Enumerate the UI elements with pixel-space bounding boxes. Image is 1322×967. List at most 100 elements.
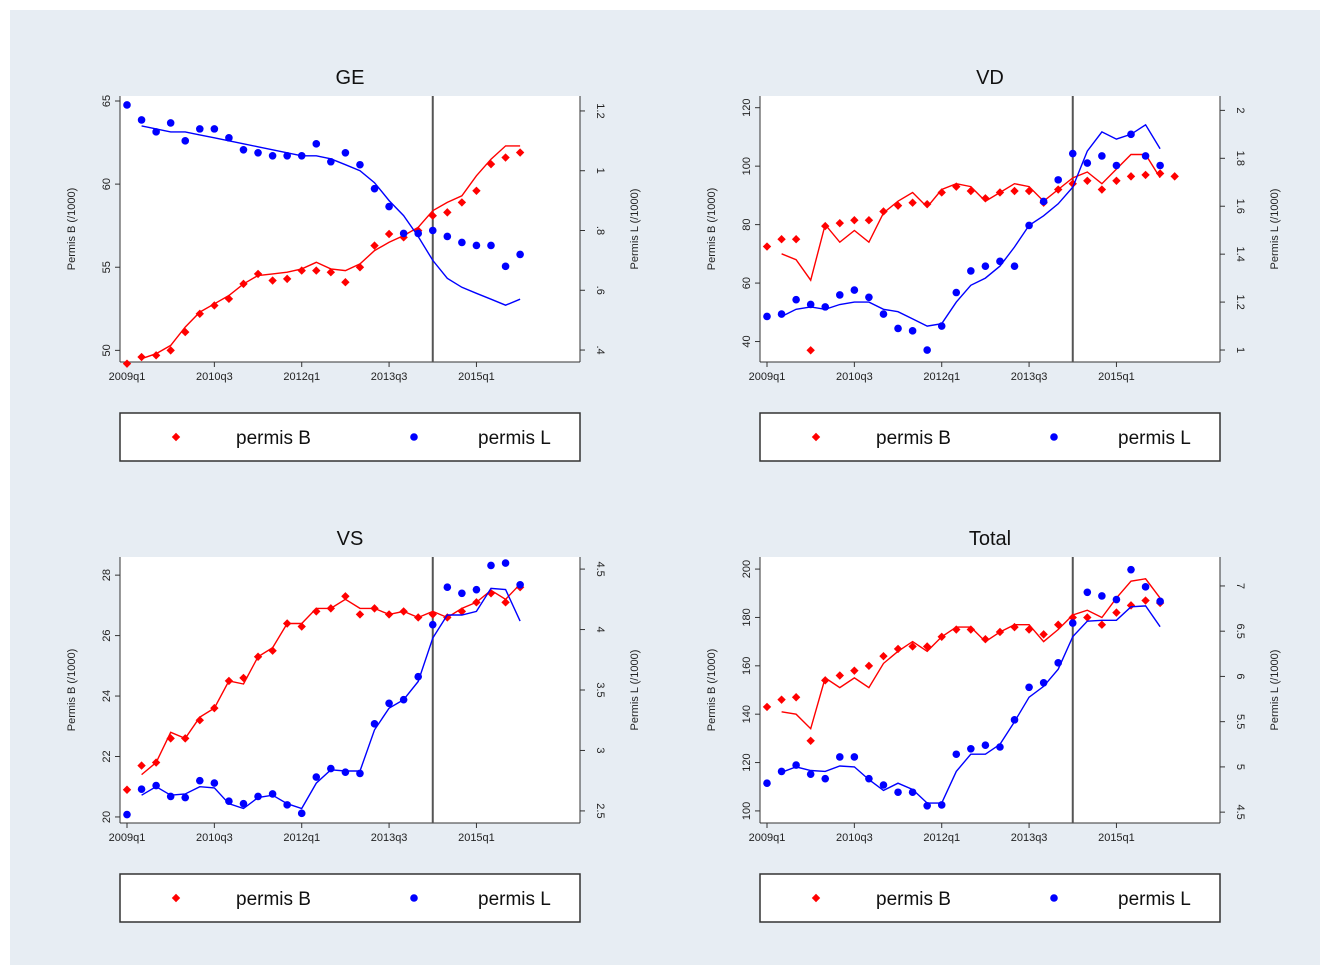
point-permis-l xyxy=(792,295,800,304)
y-tick-label-right: 1.8 xyxy=(1234,151,1246,166)
point-permis-l xyxy=(806,300,815,309)
series-line-permis-b xyxy=(141,145,521,360)
chart-panel-vd: VD Permis B (/1000) Permis L (/1000) 40 6… xyxy=(706,67,1281,462)
point-permis-b xyxy=(282,274,292,284)
point-permis-l xyxy=(865,293,873,302)
point-permis-l xyxy=(181,137,190,145)
point-permis-b xyxy=(791,235,801,244)
point-permis-l xyxy=(458,589,466,598)
point-permis-l xyxy=(327,764,335,773)
y-tick-label-left: 100 xyxy=(741,157,753,175)
point-permis-l xyxy=(806,770,815,778)
point-permis-l xyxy=(923,802,931,810)
y-tick-label-right: 1 xyxy=(594,168,606,174)
point-permis-b xyxy=(268,276,277,285)
legend-label-permis-b: permis B xyxy=(876,428,951,449)
y-tick-label-right: 4 xyxy=(594,626,606,632)
point-permis-b xyxy=(515,148,525,157)
point-permis-l xyxy=(414,229,423,238)
chart-title: VS xyxy=(337,528,364,550)
point-permis-l xyxy=(1068,619,1077,627)
point-permis-l xyxy=(1156,597,1164,606)
y-tick-label-right: 6 xyxy=(1234,673,1246,679)
chart-title: Total xyxy=(969,528,1011,550)
point-permis-b xyxy=(908,198,917,207)
legend-marker-permis-b xyxy=(171,893,181,903)
point-permis-l xyxy=(210,125,219,133)
y-tick-label-left: 55 xyxy=(101,261,113,273)
point-permis-l xyxy=(908,327,917,335)
y-tick-label-right: 6.5 xyxy=(1234,624,1246,639)
point-permis-l xyxy=(428,226,437,235)
y-tick-label-right: 2 xyxy=(1234,107,1246,113)
point-permis-l xyxy=(850,753,859,761)
legend-box xyxy=(119,873,581,923)
point-permis-l xyxy=(312,140,321,148)
point-permis-l xyxy=(137,116,146,124)
y-axis-label-left: Permis B (/1000) xyxy=(706,649,718,732)
y-tick-label-left: 160 xyxy=(741,657,753,675)
x-tick-label: 2013q3 xyxy=(1011,832,1048,844)
point-permis-b xyxy=(762,702,772,712)
series-line-permis-b xyxy=(781,153,1161,282)
point-permis-l xyxy=(210,779,219,787)
point-permis-b xyxy=(850,666,859,675)
point-permis-l xyxy=(1083,588,1092,597)
point-permis-b xyxy=(137,352,146,362)
plot-background xyxy=(120,557,580,823)
point-permis-l xyxy=(952,288,961,297)
point-permis-l xyxy=(1127,565,1135,574)
chart-title: GE xyxy=(336,67,365,89)
legend-marker-permis-l xyxy=(1050,433,1058,441)
y-tick-label-right: 1.2 xyxy=(1234,294,1246,309)
point-permis-b xyxy=(443,208,452,217)
legend-label-permis-b: permis B xyxy=(236,889,311,910)
point-permis-l xyxy=(1025,683,1033,692)
point-permis-l xyxy=(967,745,975,753)
x-tick-label: 2010q3 xyxy=(196,832,233,844)
point-permis-b xyxy=(1170,172,1179,181)
point-permis-b xyxy=(341,278,350,287)
legend-box xyxy=(759,873,1221,923)
point-permis-l xyxy=(981,262,990,270)
point-permis-l xyxy=(385,202,393,211)
legend: permis B permis L xyxy=(759,873,1221,923)
point-permis-l xyxy=(850,286,859,294)
legend: permis B permis L xyxy=(759,412,1221,462)
point-permis-l xyxy=(487,241,495,250)
plot-background xyxy=(760,557,1220,823)
y-axis-label-left: Permis B (/1000) xyxy=(706,188,718,271)
series-line-permis-l xyxy=(781,605,1161,804)
y-tick-label-right: 3.5 xyxy=(594,682,606,697)
x-tick-label: 2013q3 xyxy=(1011,371,1048,383)
point-permis-l xyxy=(1098,152,1106,160)
legend-box xyxy=(759,412,1221,462)
point-permis-l xyxy=(777,310,786,318)
y-axis-label-right: Permis L (/1000) xyxy=(629,189,641,270)
legend-label-permis-l: permis L xyxy=(478,889,551,910)
point-permis-l xyxy=(821,774,830,783)
y-tick-label-left: 65 xyxy=(101,95,113,107)
point-permis-l xyxy=(1141,152,1150,160)
point-permis-b xyxy=(370,241,379,250)
x-tick-label: 2010q3 xyxy=(836,832,873,844)
x-tick-label: 2009q1 xyxy=(109,832,146,844)
point-permis-l xyxy=(137,785,146,793)
y-tick-label-left: 80 xyxy=(741,218,753,230)
y-tick-label-left: 50 xyxy=(101,344,113,356)
point-permis-l xyxy=(123,101,131,109)
point-permis-l xyxy=(196,776,204,785)
legend: permis B permis L xyxy=(119,873,581,923)
x-tick-label: 2009q1 xyxy=(749,832,786,844)
point-permis-b xyxy=(501,153,510,162)
x-tick-label: 2015q1 xyxy=(1098,832,1135,844)
y-tick-label-right: 1 xyxy=(1234,347,1246,353)
point-permis-l xyxy=(967,267,975,275)
point-permis-b xyxy=(1010,186,1019,196)
point-permis-l xyxy=(516,250,524,259)
y-tick-label-left: 28 xyxy=(101,569,113,581)
y-tick-label-right: 4.5 xyxy=(1234,804,1246,819)
point-permis-l xyxy=(341,148,350,157)
point-permis-l xyxy=(196,125,204,133)
